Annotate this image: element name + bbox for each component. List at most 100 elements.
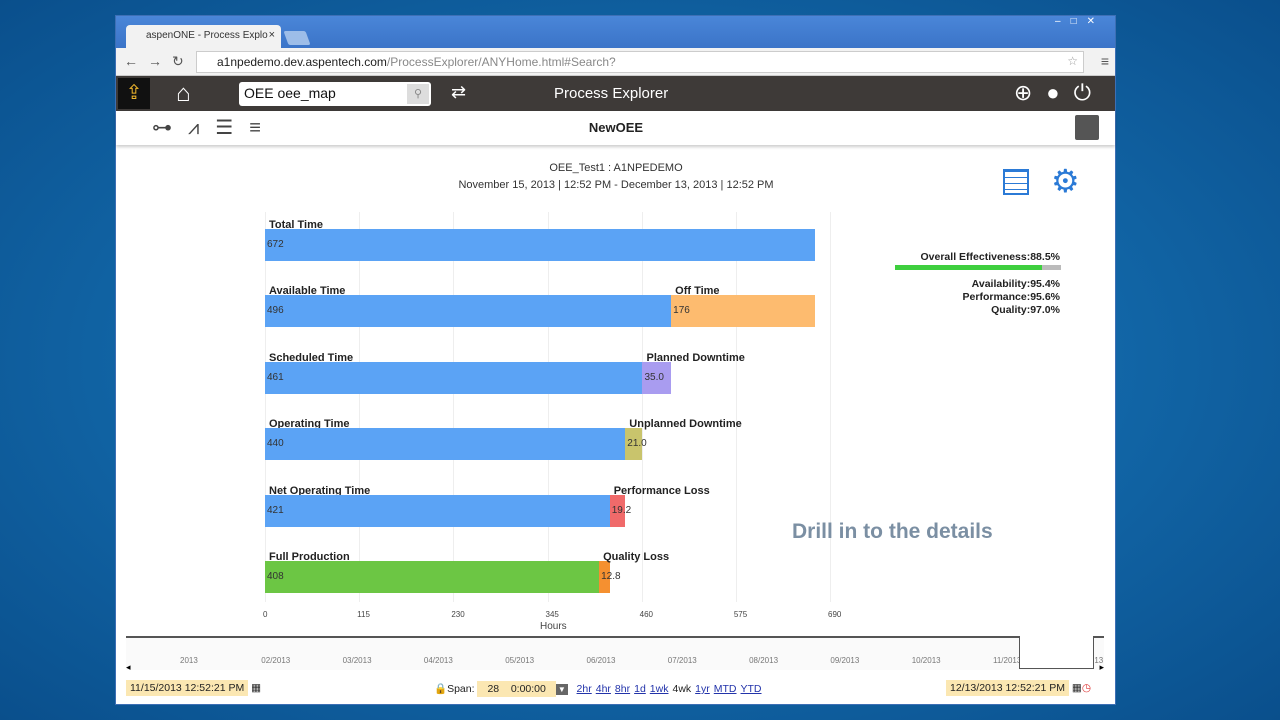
gridline xyxy=(359,212,361,602)
bar-segment[interactable] xyxy=(265,295,672,328)
x-tick-label: 575 xyxy=(733,610,748,619)
clock-icon[interactable]: ◷ xyxy=(1081,682,1092,694)
chart-tag: OEE_Test1 : A1NPEDEMO xyxy=(549,162,683,174)
scroll-left-icon[interactable]: ◂ xyxy=(126,662,131,672)
bar-loss-label: Unplanned Downtime xyxy=(629,418,742,431)
preset-2hr[interactable]: 2hr xyxy=(576,683,592,695)
bar-segment-loss[interactable] xyxy=(625,428,643,461)
calendar-icon[interactable]: ▦ xyxy=(1069,682,1082,694)
url-path: /ProcessExplorer/ANYHome.html#Search? xyxy=(386,55,616,69)
user-icon[interactable]: ● xyxy=(1046,80,1074,105)
bar-loss-value: 12.8 xyxy=(601,571,621,582)
timeline-month: 06/2013 xyxy=(586,656,616,665)
bar-segment[interactable] xyxy=(265,494,610,527)
bar-value: 421 xyxy=(267,504,284,516)
nav-buttons[interactable]: ←→↻ xyxy=(124,53,194,69)
save-icon[interactable] xyxy=(1075,115,1099,140)
preset-1wk[interactable]: 1wk xyxy=(649,683,669,695)
app-title: Process Explorer xyxy=(554,85,669,102)
end-date: 12/13/2013 12:52:21 PM xyxy=(946,680,1070,696)
x-axis-label: Hours xyxy=(540,621,567,632)
x-tick-label: 230 xyxy=(451,610,465,619)
table-view-icon[interactable] xyxy=(1003,169,1029,195)
x-tick-label: 0 xyxy=(263,610,268,619)
new-tab-button[interactable] xyxy=(283,31,311,45)
lock-icon[interactable]: 🔒 xyxy=(434,683,448,695)
quality: Quality:97.0% xyxy=(991,304,1060,316)
close-tab-icon[interactable]: × xyxy=(268,29,275,41)
app-bar: ⇪ ⌂ OEE oee_map ⚲ ⇄ Process Explorer ⊕●⏻ xyxy=(116,76,1115,111)
bar-loss-label: Off Time xyxy=(675,285,720,298)
add-trend-icon[interactable]: ⩘ xyxy=(188,117,216,139)
add-bar-icon[interactable]: ≡ xyxy=(249,117,277,139)
toolbar: ⊶⩘☰≡ NewOEE xyxy=(116,111,1115,145)
bar-segment[interactable] xyxy=(265,361,643,394)
gridline xyxy=(265,212,266,602)
drill-caption: Drill in to the details xyxy=(792,520,993,543)
home-icon[interactable]: ⌂ xyxy=(176,80,191,107)
search-value: OEE oee_map xyxy=(244,85,336,101)
timeline-month: 07/2013 xyxy=(667,656,697,665)
bar-loss-value: 21.0 xyxy=(627,438,647,450)
gridline xyxy=(735,212,737,602)
scroll-right-icon[interactable]: ▸ xyxy=(1099,662,1104,672)
span-dropdown-icon[interactable]: ▼ xyxy=(555,684,568,695)
timeline-month: 11/2013 xyxy=(993,656,1022,665)
timeline[interactable]: 2013 02/2013 03/2013 04/2013 05/2013 06/2013 0… xyxy=(126,636,1104,672)
add-list-icon[interactable]: ☰ xyxy=(215,117,250,139)
gridline xyxy=(830,212,831,602)
bar-label: Scheduled Time xyxy=(269,351,354,364)
url-field[interactable]: a1npedemo.dev.aspentech.com/ProcessExplo… xyxy=(196,51,1084,73)
timeline-month: 2013 xyxy=(180,656,198,665)
browser-window: aspenONE - Process Explo × ‒□✕ ←→↻ a1nped… xyxy=(115,15,1116,705)
settings-gear-icon[interactable]: ⚙ xyxy=(1051,163,1080,199)
end-date-field[interactable]: 12/13/2013 12:52:21 PM ▦◷ xyxy=(946,680,1092,696)
gridline xyxy=(641,212,643,602)
bar-segment[interactable] xyxy=(265,229,816,261)
bar-segment[interactable] xyxy=(265,561,600,593)
preset-1d[interactable]: 1d xyxy=(634,683,646,695)
bar-segment-loss[interactable] xyxy=(599,561,610,593)
star-icon[interactable]: ☆ xyxy=(1067,54,1078,68)
bar-value: 672 xyxy=(267,239,284,250)
x-tick-label: 345 xyxy=(545,610,559,619)
timeline-month: 04/2013 xyxy=(423,656,453,665)
timeline-selection[interactable] xyxy=(1019,636,1094,669)
span-input[interactable]: 28 0:00:00 xyxy=(477,681,556,697)
browser-tab[interactable]: aspenONE - Process Explo × xyxy=(126,25,281,48)
start-date: 11/15/2013 12:52:21 PM xyxy=(126,680,249,696)
preset-YTD[interactable]: YTD xyxy=(740,683,762,695)
preset-4hr[interactable]: 4hr xyxy=(595,683,611,695)
preset-1yr[interactable]: 1yr xyxy=(695,683,710,695)
tree-icon[interactable]: ⊶ xyxy=(152,117,188,139)
swap-icon[interactable]: ⇄ xyxy=(451,82,467,102)
bar-loss-value: 35.0 xyxy=(644,371,664,383)
x-tick-label: 460 xyxy=(639,610,654,619)
timeline-month: 10/2013 xyxy=(911,656,941,665)
power-icon[interactable]: ⏻ xyxy=(1073,80,1105,105)
menu-icon[interactable]: ≡ xyxy=(1100,53,1109,69)
preset-MTD[interactable]: MTD xyxy=(713,683,737,695)
calendar-icon[interactable]: ▦ xyxy=(248,682,262,694)
document-name: NewOEE xyxy=(588,120,644,135)
bar-segment-loss[interactable] xyxy=(642,361,672,394)
bar-segment-loss[interactable] xyxy=(671,295,816,328)
timeline-month: 09/2013 xyxy=(830,656,860,665)
bar-loss-label: Planned Downtime xyxy=(646,351,745,364)
start-date-field[interactable]: 11/15/2013 12:52:21 PM ▦ xyxy=(126,680,262,696)
upload-icon[interactable]: ⇪ xyxy=(118,78,150,109)
help-icon[interactable]: ⊕ xyxy=(1013,80,1047,105)
window-controls[interactable]: ‒□✕ xyxy=(1055,16,1105,27)
preset-4wk[interactable]: 4wk xyxy=(672,683,692,695)
overall-effectiveness: Overall Effectiveness:88.5% xyxy=(920,251,1061,263)
timeline-month: 05/2013 xyxy=(505,656,535,665)
bar-segment[interactable] xyxy=(265,428,626,461)
preset-8hr[interactable]: 8hr xyxy=(614,683,631,695)
bar-label: Net Operating Time xyxy=(269,484,371,497)
bar-segment-loss[interactable] xyxy=(609,494,626,527)
gridline xyxy=(453,212,455,602)
bar-value: 496 xyxy=(267,305,284,317)
x-tick-label: 690 xyxy=(828,610,842,619)
search-icon[interactable]: ⚲ xyxy=(407,84,429,104)
search-input[interactable]: OEE oee_map ⚲ xyxy=(239,82,431,106)
